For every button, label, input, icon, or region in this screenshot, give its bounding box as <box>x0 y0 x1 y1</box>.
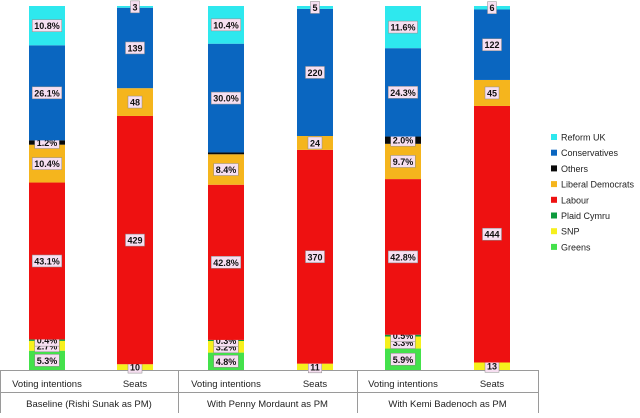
group-2-voting-intentions-label-labour: 42.8% <box>213 258 239 268</box>
group-2-voting-intentions-category-label: Voting intentions <box>191 379 261 390</box>
group-3-voting-intentions-label-others: 2.0% <box>393 136 414 146</box>
group-3-voting-intentions-label-box-conservatives <box>387 86 419 99</box>
legend-label-conservatives: Conservatives <box>561 148 619 158</box>
group-2-seats-label-conservatives: 220 <box>307 68 322 78</box>
group-3-seats-label-box-labour <box>482 227 502 241</box>
group-2-voting-intentions-label-box-liberal-democrats <box>213 163 239 176</box>
group-2-voting-intentions-label-box-reform-uk <box>210 18 242 32</box>
group-1-seats-label-box-reform-uk <box>130 0 140 14</box>
group-1-voting-intentions-label-greens: 5.3% <box>37 356 58 366</box>
group-1-voting-intentions-label-reform-uk: 10.8% <box>34 21 60 31</box>
group-3-voting-intentions-label-reform-uk: 11.6% <box>390 23 415 33</box>
group-1-seats-label-box-liberal-democrats <box>127 95 143 109</box>
group-3-voting-intentions-label-labour: 42.8% <box>390 252 416 262</box>
group-1-label: Baseline (Rishi Sunak as PM) <box>26 399 152 410</box>
group-3-seats-label-conservatives: 122 <box>484 40 499 50</box>
group-2-voting-intentions-label-box-greens <box>213 355 239 368</box>
group-2-seats-label-liberal-democrats: 24 <box>310 138 320 148</box>
group-2-seats-label-box-liberal-democrats <box>307 136 323 150</box>
group-1-seats-label-liberal-democrats: 48 <box>130 98 140 108</box>
group-3-voting-intentions-label-plaid-cymru: 0.5% <box>393 331 414 341</box>
group-1-voting-intentions-label-box-reform-uk <box>31 19 63 32</box>
group-3-seats-category-label: Seats <box>480 379 505 390</box>
group-3-seats-label-labour: 444 <box>484 230 499 240</box>
group-2-voting-intentions-label-box-conservatives <box>210 91 242 105</box>
group-2-seats-label-box-conservatives <box>305 66 325 79</box>
group-1-voting-intentions-label-box-conservatives <box>31 86 63 100</box>
group-2-label: With Penny Mordaunt as PM <box>207 399 328 410</box>
group-1-voting-intentions-label-box-labour <box>31 254 63 268</box>
legend-label-plaid-cymru: Plaid Cymru <box>561 211 610 221</box>
group-2-voting-intentions-label-reform-uk: 10.4% <box>213 20 239 30</box>
group-1-voting-intentions-label-labour: 43.1% <box>34 256 60 266</box>
group-3-seats-label-box-reform-uk <box>487 1 497 14</box>
group-3-voting-intentions-label-greens: 5.9% <box>393 355 414 365</box>
group-1-seats-label-box-conservatives <box>125 41 145 55</box>
group-1-seats-label-box-labour <box>125 233 145 247</box>
legend-label-greens: Greens <box>561 242 591 252</box>
group-1-seats-label-conservatives: 139 <box>127 43 142 53</box>
legend-swatch-greens <box>551 243 557 250</box>
group-1-voting-intentions-label-conservatives: 26.1% <box>34 88 60 98</box>
legend-label-snp: SNP <box>561 227 580 237</box>
group-1-seats-label-labour: 429 <box>127 236 142 246</box>
group-3-label: With Kemi Badenoch as PM <box>388 399 506 410</box>
group-3-voting-intentions-label-box-liberal-democrats <box>390 155 416 168</box>
group-2-seats-label-reform-uk: 5 <box>312 3 317 13</box>
group-2-seats-label-snp: 11 <box>310 362 320 372</box>
legend-label-liberal-democrats: Liberal Democrats <box>561 180 635 190</box>
group-3-voting-intentions-category-label: Voting intentions <box>368 379 438 390</box>
group-3-seats-label-liberal-democrats: 45 <box>487 88 497 98</box>
legend-swatch-plaid-cymru <box>551 212 557 219</box>
group-3-seats-label-snp: 13 <box>487 362 497 372</box>
legend-label-reform-uk: Reform UK <box>561 133 606 143</box>
group-1-voting-intentions-label-liberal-democrats: 10.4% <box>34 159 60 169</box>
group-3-seats-label-box-conservatives <box>482 38 502 51</box>
group-1-voting-intentions-label-box-liberal-democrats <box>31 157 63 170</box>
group-3-voting-intentions-label-liberal-democrats: 9.7% <box>393 157 414 167</box>
legend-swatch-reform-uk <box>551 134 557 140</box>
group-3-voting-intentions-label-conservatives: 24.3% <box>390 88 416 98</box>
group-2-voting-intentions-label-box-labour <box>210 256 242 269</box>
group-1-voting-intentions-category-label: Voting intentions <box>12 379 82 390</box>
group-1-voting-intentions-label-others: 1.2% <box>37 138 58 148</box>
group-1-voting-intentions-label-box-greens <box>34 354 60 367</box>
legend-swatch-labour <box>551 196 557 203</box>
group-2-seats-label-labour: 370 <box>307 252 322 262</box>
legend-swatch-snp <box>551 228 557 235</box>
group-2-voting-intentions-bar-others <box>208 152 244 155</box>
group-3-seats-label-box-liberal-democrats <box>484 86 500 100</box>
group-2-seats-category-label: Seats <box>303 379 328 390</box>
legend-swatch-others <box>551 165 557 172</box>
group-3-voting-intentions-label-box-reform-uk <box>388 20 418 34</box>
group-3-seats-label-reform-uk: 6 <box>489 3 494 13</box>
group-2-voting-intentions-label-snp: 3.2% <box>216 342 237 352</box>
legend-label-others: Others <box>561 164 589 174</box>
group-2-voting-intentions-label-greens: 4.8% <box>216 357 237 367</box>
group-2-voting-intentions-label-plaid-cymru: 0.3% <box>216 336 237 346</box>
group-3-voting-intentions-label-box-greens <box>390 353 416 366</box>
group-2-seats-label-box-labour <box>305 250 325 264</box>
group-1-seats-label-reform-uk: 3 <box>132 2 137 12</box>
group-1-seats-label-snp: 10 <box>130 363 140 373</box>
group-3-voting-intentions-label-box-labour <box>387 250 419 264</box>
group-2-voting-intentions-label-liberal-democrats: 8.4% <box>216 165 237 175</box>
group-2-seats-label-box-reform-uk <box>310 1 320 14</box>
group-1-voting-intentions-label-plaid-cymru: 0.4% <box>37 336 58 346</box>
group-2-voting-intentions-label-conservatives: 30.0% <box>213 94 239 104</box>
legend-swatch-conservatives <box>551 149 557 156</box>
legend-label-labour: Labour <box>561 195 589 205</box>
group-1-seats-category-label: Seats <box>123 379 148 390</box>
group-3-voting-intentions-label-snp: 3.3% <box>393 338 414 348</box>
legend-swatch-liberal-democrats <box>551 181 557 188</box>
